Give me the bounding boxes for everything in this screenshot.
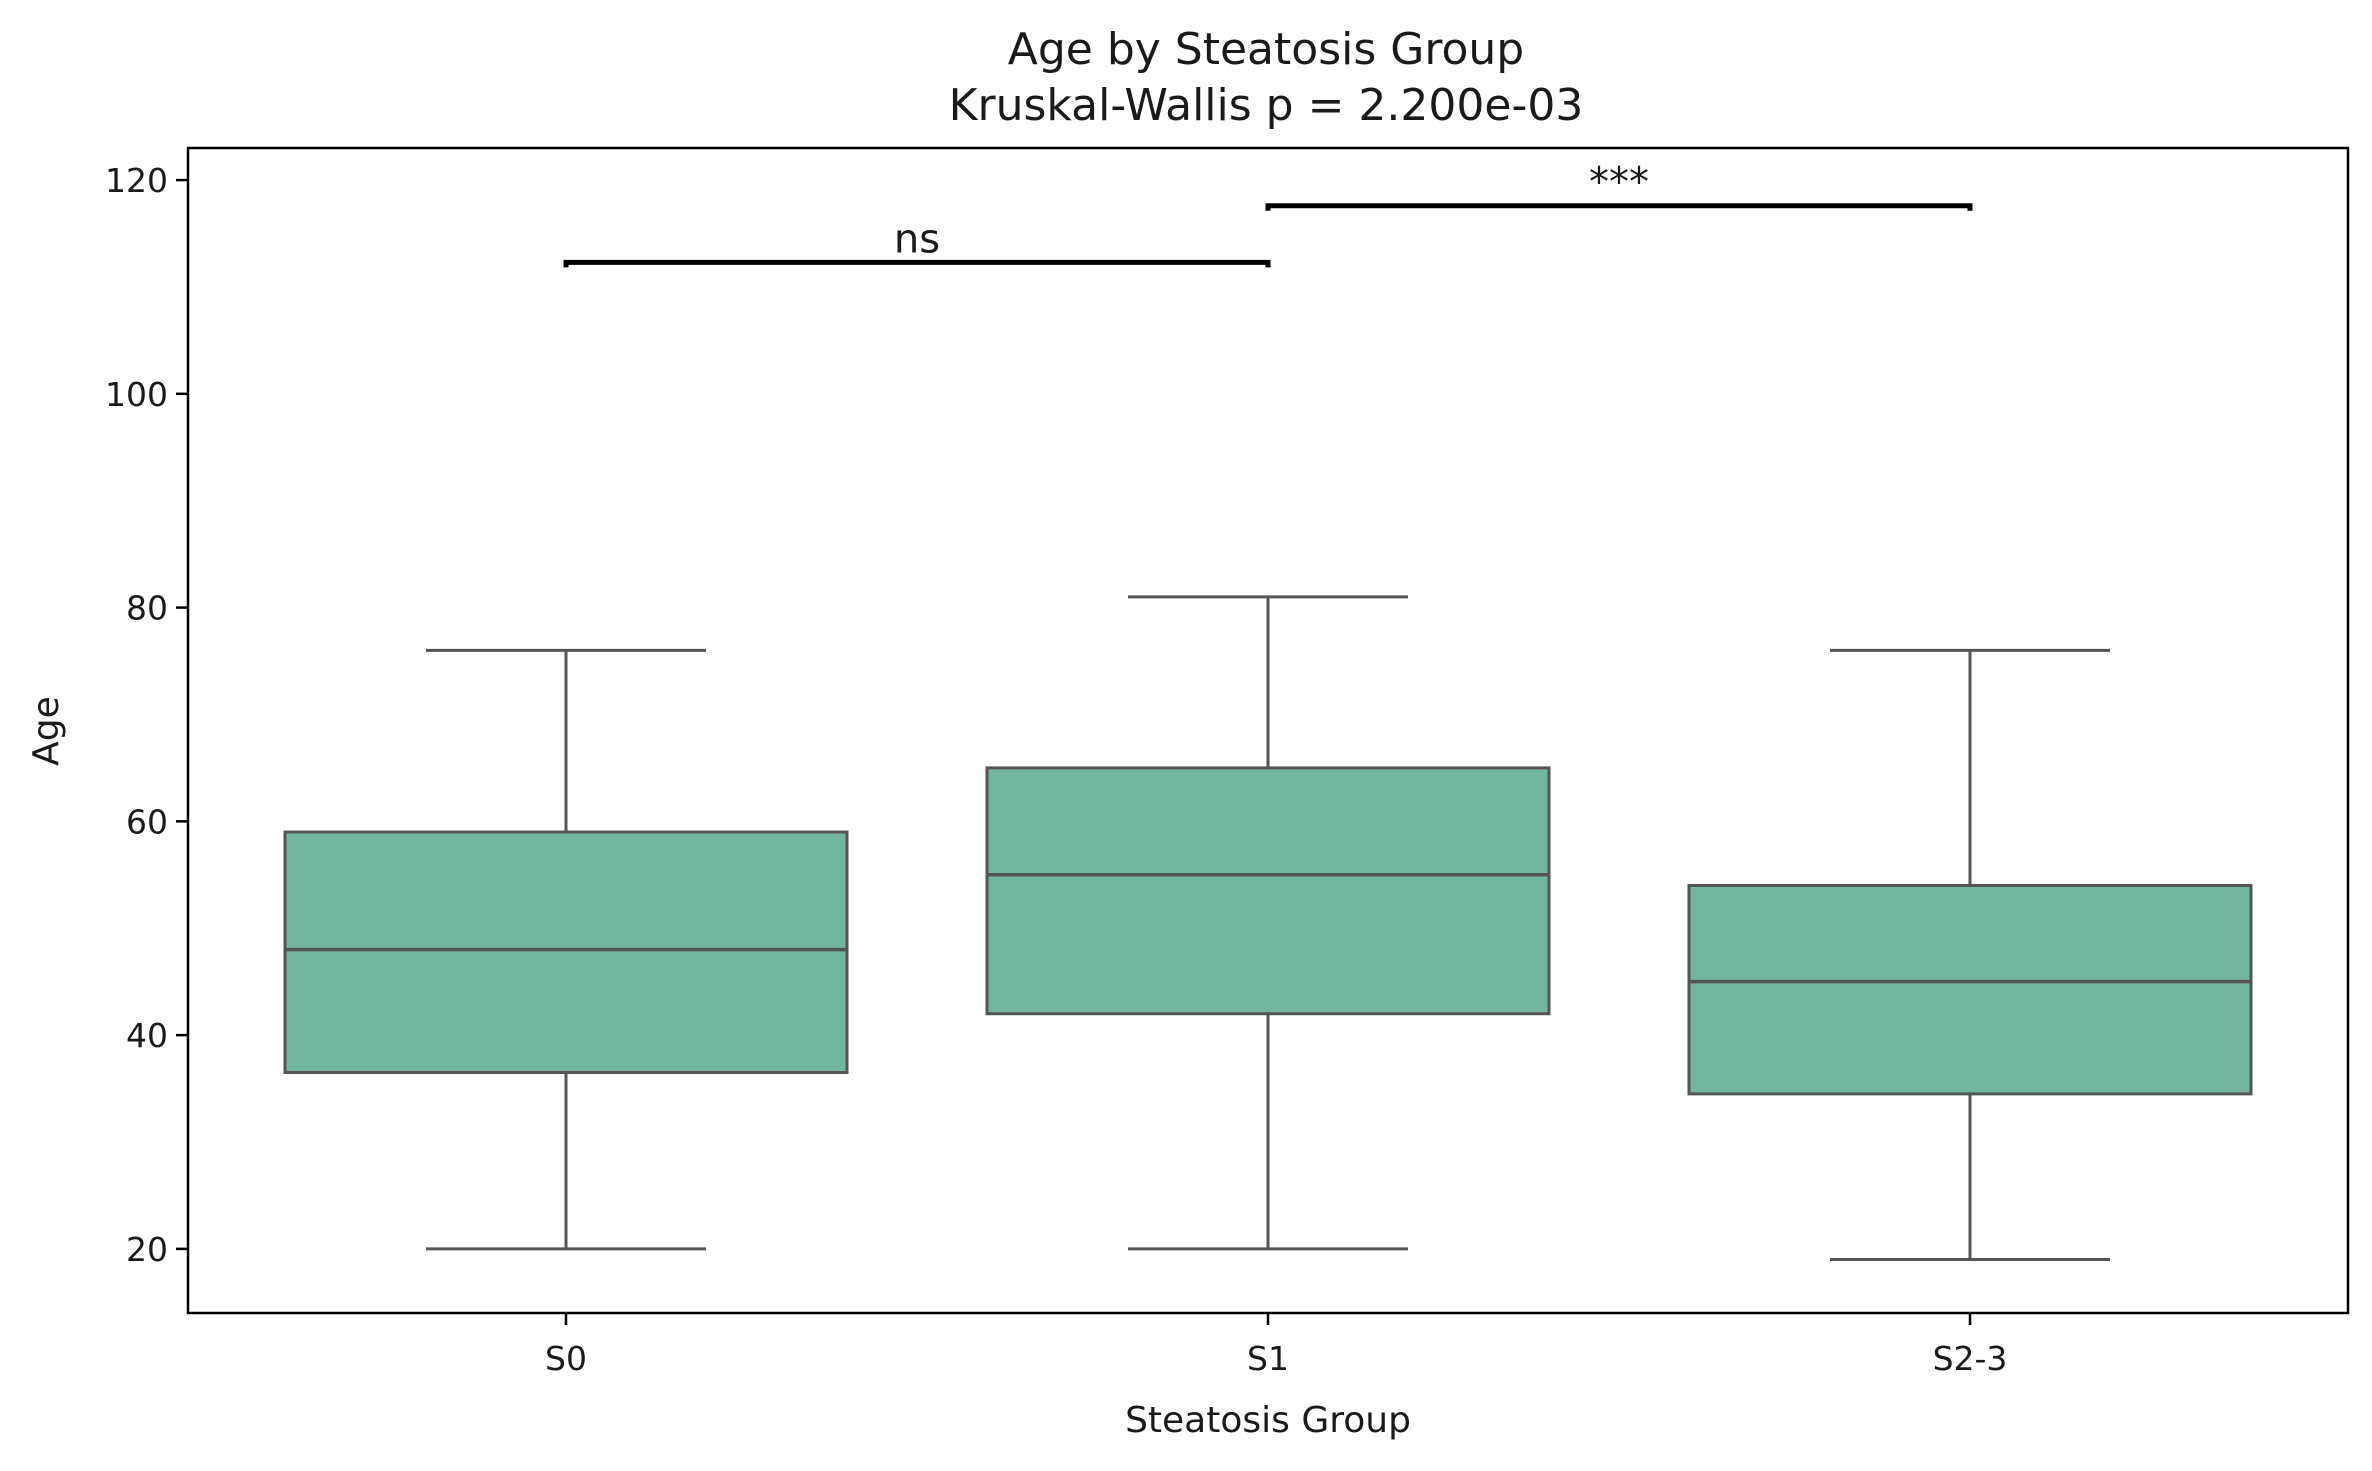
chart-title: Age by Steatosis Group xyxy=(1008,24,1524,75)
iqr-box xyxy=(1687,883,2253,1096)
x-tick-label-S0: S0 xyxy=(545,1339,587,1378)
x-axis: S0 S1 S2-3 xyxy=(545,1313,2007,1378)
y-tick-label-120: 120 xyxy=(105,161,168,200)
y-tick-label-20: 20 xyxy=(126,1230,168,1269)
y-tick-label-60: 60 xyxy=(126,802,168,841)
x-tick-label-S1: S1 xyxy=(1247,1339,1289,1378)
y-axis: 20 40 60 80 100 120 xyxy=(105,161,188,1269)
x-axis-label: Steatosis Group xyxy=(1125,1400,1411,1441)
bracket-line xyxy=(1265,203,1973,211)
iqr-box xyxy=(985,766,1551,1016)
box-S2-3 xyxy=(1687,648,2253,1262)
box-S0 xyxy=(283,648,849,1251)
y-tick-label-100: 100 xyxy=(105,375,168,414)
box-S1 xyxy=(985,595,1551,1251)
significance-bracket-2: *** xyxy=(1265,160,1973,211)
bracket-line xyxy=(563,259,1271,268)
significance-label: ns xyxy=(894,216,940,262)
plot-area: ns *** xyxy=(283,160,2253,1262)
y-tick-label-80: 80 xyxy=(126,589,168,628)
x-tick-label-S2-3: S2-3 xyxy=(1933,1339,2008,1378)
chart-subtitle: Kruskal-Wallis p = 2.200e-03 xyxy=(949,80,1584,131)
y-axis-label: Age xyxy=(26,696,67,766)
significance-bracket-1: ns xyxy=(563,216,1271,268)
iqr-box xyxy=(283,830,849,1075)
y-tick-label-40: 40 xyxy=(126,1016,168,1055)
significance-label: *** xyxy=(1589,160,1649,206)
